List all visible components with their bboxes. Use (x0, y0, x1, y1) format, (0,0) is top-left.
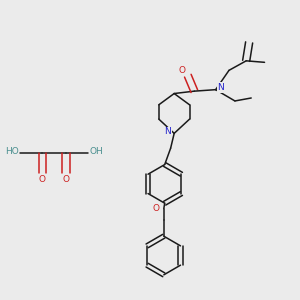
Text: O: O (62, 175, 70, 184)
Text: OH: OH (90, 147, 104, 156)
Text: O: O (39, 175, 46, 184)
Text: HO: HO (5, 147, 19, 156)
Text: O: O (179, 66, 186, 75)
Text: O: O (152, 204, 159, 213)
Text: N: N (218, 83, 224, 92)
Text: N: N (164, 128, 171, 136)
